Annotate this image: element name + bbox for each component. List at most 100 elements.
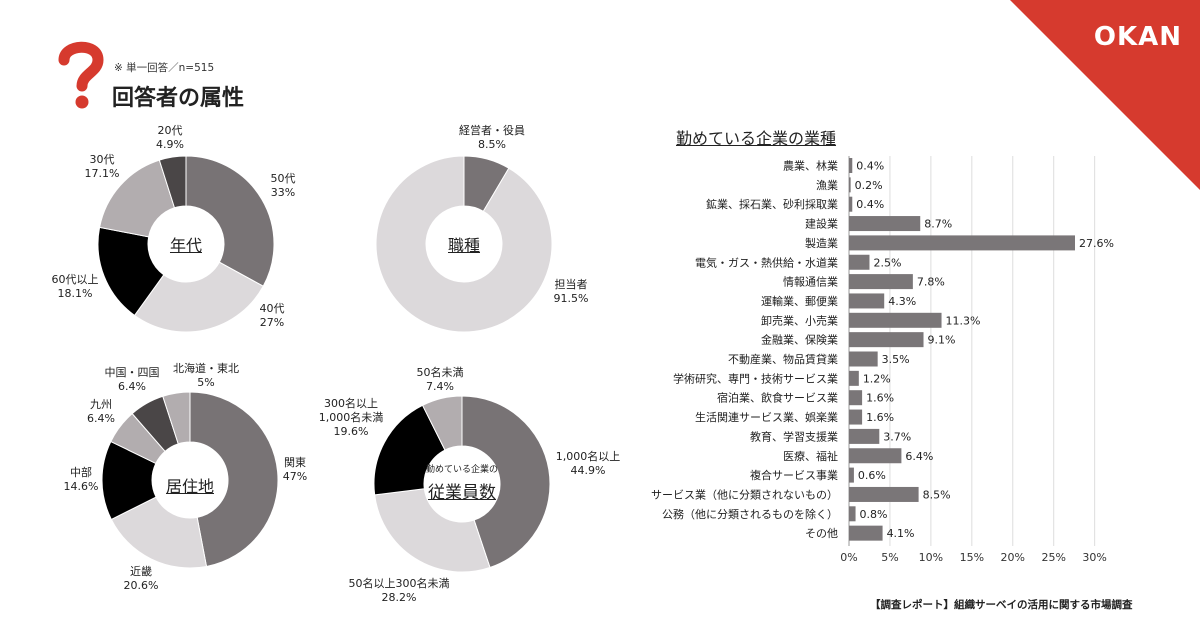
bar-16 — [849, 467, 854, 483]
bar-1 — [849, 177, 851, 193]
value-label-6: 7.8% — [917, 276, 945, 289]
job-slice-1 — [376, 156, 552, 332]
category-label-1: 漁業 — [816, 178, 838, 192]
category-label-5: 電気・ガス・熱供給・水道業 — [695, 255, 838, 269]
category-label-8: 卸売業、小売業 — [761, 313, 838, 327]
region-label-kinki: 近畿 20.6% — [123, 565, 159, 592]
sample-note: ※ 単一回答／n=515 — [114, 62, 215, 74]
age-label-30s: 30代 17.1% — [84, 153, 120, 180]
age-slice-0 — [185, 156, 274, 287]
value-label-18: 0.8% — [860, 508, 888, 521]
category-label-12: 宿泊業、飲食サービス業 — [717, 391, 838, 405]
category-label-7: 運輸業、郵便業 — [761, 294, 838, 308]
category-label-19: その他 — [805, 527, 838, 540]
x-tick-label-2: 10% — [919, 551, 943, 564]
x-tick-label-0: 0% — [840, 551, 857, 564]
employees-label-over-1000: 1,000名以上 44.9% — [555, 450, 621, 477]
value-label-4: 27.6% — [1079, 237, 1114, 250]
employees-slice-1 — [374, 488, 491, 572]
category-label-2: 鉱業、採石業、砂利採取業 — [706, 197, 838, 211]
age-label-60s: 60代以上 18.1% — [51, 273, 99, 300]
job-label-executive: 経営者・役員 8.5% — [459, 124, 525, 151]
region-label-kyushu: 九州 6.4% — [87, 398, 115, 425]
employees-label-50-300: 50名以上300名未満 28.2% — [348, 577, 450, 604]
age-label-20s: 20代 4.9% — [156, 124, 184, 151]
bar-2 — [849, 196, 853, 212]
category-label-4: 製造業 — [805, 236, 838, 250]
bar-11 — [849, 370, 859, 386]
brand-corner: OKAN — [1010, 0, 1200, 190]
region-label-kanto: 関東 47% — [282, 456, 308, 483]
bar-8 — [849, 312, 942, 328]
region-slice-1 — [110, 496, 208, 568]
bar-6 — [849, 274, 913, 290]
x-tick-label-3: 15% — [960, 551, 984, 564]
category-label-10: 不動産業、物品賃貸業 — [728, 352, 838, 366]
category-label-18: 公務（他に分類されるものを除く） — [662, 507, 838, 521]
category-label-6: 情報通信業 — [783, 276, 838, 289]
age-donut-center-label: 年代 — [169, 236, 202, 255]
category-label-17: サービス業（他に分類されないもの） — [651, 488, 838, 501]
age-slice-4 — [158, 156, 187, 209]
employees-slice-3 — [421, 396, 463, 451]
value-label-11: 1.2% — [863, 372, 891, 385]
value-label-12: 1.6% — [866, 392, 894, 405]
job-donut-center-label: 職種 — [447, 236, 480, 255]
value-label-17: 8.5% — [923, 488, 951, 501]
age-label-40s: 40代 27% — [259, 302, 285, 329]
value-label-1: 0.2% — [855, 179, 883, 192]
region-slice-0 — [189, 392, 278, 568]
age-slice-3 — [98, 159, 176, 238]
value-label-0: 0.4% — [856, 160, 884, 173]
category-label-3: 建設業 — [805, 217, 838, 231]
bar-13 — [849, 409, 863, 425]
employees-donut-chart — [374, 396, 550, 572]
category-label-15: 医療、福祉 — [783, 449, 838, 463]
category-label-13: 生活関連サービス業、娯楽業 — [695, 410, 838, 424]
region-label-hokkaido-tohoku: 北海道・東北 5% — [173, 362, 239, 389]
question-mark-icon — [58, 41, 104, 109]
age-label-50s: 50代 33% — [270, 172, 296, 199]
bar-18 — [849, 506, 856, 522]
job-donut-chart — [376, 156, 552, 332]
value-label-3: 8.7% — [924, 218, 952, 231]
region-label-chubu: 中部 14.6% — [63, 466, 99, 493]
category-label-0: 農業、林業 — [783, 159, 838, 173]
bar-14 — [849, 428, 880, 444]
value-label-8: 11.3% — [946, 314, 981, 327]
x-tick-label-5: 25% — [1041, 551, 1065, 564]
bar-0 — [849, 158, 853, 173]
employees-donut-center-sub: 勤めている企業の — [425, 465, 498, 475]
value-label-2: 0.4% — [856, 198, 884, 211]
bar-3 — [849, 216, 921, 232]
employees-slice-0 — [461, 396, 550, 569]
industry-chart-title: 勤めている企業の業種 — [676, 129, 837, 148]
okan-logo: OKAN — [1093, 22, 1182, 52]
corner-triangle — [1010, 0, 1200, 190]
employees-label-under-50: 50名未満 7.4% — [416, 366, 464, 393]
bar-19 — [849, 525, 883, 541]
x-tick-label-1: 5% — [881, 551, 898, 564]
x-tick-label-4: 20% — [1001, 551, 1025, 564]
age-donut-chart — [98, 156, 274, 332]
category-label-14: 教育、学習支援業 — [750, 429, 838, 443]
bar-17 — [849, 486, 919, 502]
region-donut-center-label: 居住地 — [165, 477, 214, 496]
page-title: 回答者の属性 — [112, 86, 245, 111]
category-label-9: 金融業、保険業 — [761, 333, 838, 347]
value-label-13: 1.6% — [866, 411, 894, 424]
employees-donut-center-label: 従業員数 — [428, 483, 496, 503]
bar-15 — [849, 448, 902, 464]
region-label-chugoku-shikoku: 中国・四国 6.4% — [104, 366, 160, 393]
value-label-5: 2.5% — [873, 256, 901, 269]
category-label-11: 学術研究、専門・技術サービス業 — [673, 371, 838, 385]
job-label-staff: 担当者 91.5% — [553, 278, 589, 305]
value-label-16: 0.6% — [858, 469, 886, 482]
value-label-10: 3.5% — [882, 353, 910, 366]
bar-9 — [849, 332, 924, 348]
value-label-7: 4.3% — [888, 295, 916, 308]
value-label-15: 6.4% — [905, 450, 933, 463]
region-donut-chart — [102, 392, 278, 568]
bar-12 — [849, 390, 863, 406]
